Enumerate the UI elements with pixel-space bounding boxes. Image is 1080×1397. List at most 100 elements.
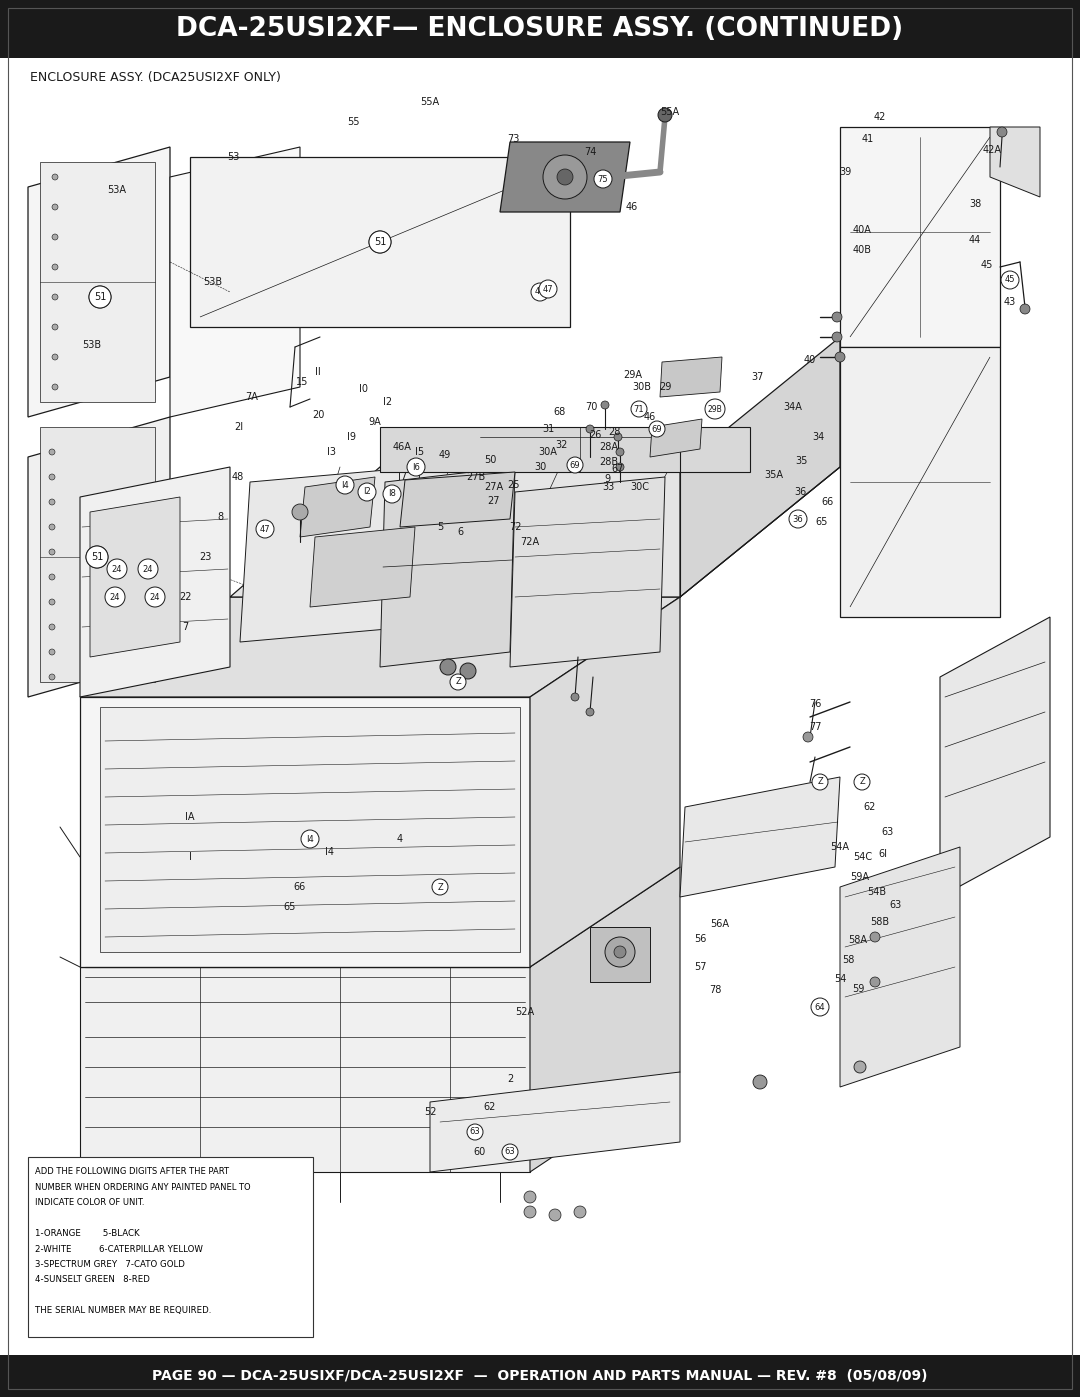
Circle shape bbox=[832, 332, 842, 342]
Circle shape bbox=[600, 401, 609, 409]
Text: 65: 65 bbox=[815, 517, 828, 527]
Circle shape bbox=[616, 462, 624, 471]
Text: I4: I4 bbox=[325, 847, 335, 856]
Text: 72A: 72A bbox=[521, 536, 540, 548]
Circle shape bbox=[89, 286, 111, 307]
Text: 35A: 35A bbox=[765, 469, 783, 481]
Text: 34A: 34A bbox=[784, 402, 802, 412]
Circle shape bbox=[571, 693, 579, 701]
Text: 64: 64 bbox=[814, 1003, 825, 1011]
Text: 48: 48 bbox=[232, 472, 244, 482]
Text: 28: 28 bbox=[608, 427, 620, 437]
Circle shape bbox=[52, 293, 58, 300]
Circle shape bbox=[467, 1125, 483, 1140]
Circle shape bbox=[336, 476, 354, 495]
Text: 52A: 52A bbox=[515, 1007, 535, 1017]
Circle shape bbox=[52, 353, 58, 360]
Polygon shape bbox=[530, 868, 680, 1172]
Text: 46: 46 bbox=[626, 203, 638, 212]
Circle shape bbox=[407, 458, 426, 476]
Text: 30: 30 bbox=[534, 462, 546, 472]
Text: 69: 69 bbox=[569, 461, 580, 469]
Circle shape bbox=[997, 127, 1007, 137]
Text: 46A: 46A bbox=[392, 441, 411, 453]
Text: 38: 38 bbox=[969, 198, 981, 210]
Circle shape bbox=[658, 108, 672, 122]
Circle shape bbox=[615, 433, 622, 441]
Text: I2: I2 bbox=[383, 397, 392, 407]
Circle shape bbox=[631, 401, 647, 416]
Circle shape bbox=[301, 830, 319, 848]
Text: 66: 66 bbox=[294, 882, 306, 893]
Polygon shape bbox=[840, 127, 1000, 346]
Text: 33: 33 bbox=[602, 482, 615, 492]
Circle shape bbox=[432, 879, 448, 895]
Text: I8: I8 bbox=[388, 489, 396, 499]
Polygon shape bbox=[80, 697, 530, 967]
Circle shape bbox=[49, 624, 55, 630]
Text: 43: 43 bbox=[1004, 298, 1016, 307]
Polygon shape bbox=[100, 707, 519, 951]
Polygon shape bbox=[230, 467, 840, 597]
Circle shape bbox=[804, 732, 813, 742]
Text: 47: 47 bbox=[535, 288, 545, 296]
Text: 55A: 55A bbox=[661, 108, 679, 117]
Text: 15: 15 bbox=[296, 377, 308, 387]
Text: 57: 57 bbox=[693, 963, 706, 972]
Text: I7: I7 bbox=[399, 472, 407, 482]
Text: 25: 25 bbox=[507, 481, 519, 490]
Text: 24: 24 bbox=[111, 564, 122, 574]
Polygon shape bbox=[660, 358, 723, 397]
Polygon shape bbox=[990, 127, 1040, 197]
Text: 45: 45 bbox=[1004, 275, 1015, 285]
Text: 28A: 28A bbox=[599, 441, 619, 453]
Text: 24: 24 bbox=[110, 592, 120, 602]
Text: 53: 53 bbox=[227, 152, 239, 162]
Text: 62: 62 bbox=[864, 802, 876, 812]
Circle shape bbox=[145, 587, 165, 608]
Text: 62: 62 bbox=[484, 1102, 496, 1112]
Polygon shape bbox=[310, 507, 400, 571]
Text: I: I bbox=[189, 852, 191, 862]
Text: 29A: 29A bbox=[623, 370, 643, 380]
Text: 49: 49 bbox=[438, 450, 451, 460]
Polygon shape bbox=[530, 597, 680, 967]
Polygon shape bbox=[190, 156, 570, 327]
Circle shape bbox=[49, 650, 55, 655]
Polygon shape bbox=[380, 467, 515, 666]
Text: 51: 51 bbox=[374, 237, 387, 247]
Circle shape bbox=[1001, 271, 1020, 289]
Text: 2I: 2I bbox=[234, 422, 244, 432]
Text: 56A: 56A bbox=[711, 919, 729, 929]
Text: 60: 60 bbox=[474, 1147, 486, 1157]
Circle shape bbox=[594, 170, 612, 189]
Text: 47: 47 bbox=[259, 524, 270, 534]
Text: 7: 7 bbox=[181, 622, 188, 631]
Circle shape bbox=[292, 504, 308, 520]
Text: ENCLOSURE ASSY. (DCA25USI2XF ONLY): ENCLOSURE ASSY. (DCA25USI2XF ONLY) bbox=[30, 71, 281, 84]
Text: I0: I0 bbox=[359, 384, 367, 394]
Text: 72: 72 bbox=[509, 522, 522, 532]
Polygon shape bbox=[650, 419, 702, 457]
Text: Z: Z bbox=[859, 778, 865, 787]
Polygon shape bbox=[240, 467, 420, 643]
Text: PAGE 90 — DCA-25USIXF/DCA-25USI2XF  —  OPERATION AND PARTS MANUAL — REV. #8  (05: PAGE 90 — DCA-25USIXF/DCA-25USI2XF — OPE… bbox=[152, 1369, 928, 1383]
Circle shape bbox=[383, 485, 401, 503]
Text: 3: 3 bbox=[307, 1166, 313, 1178]
Text: 63: 63 bbox=[504, 1147, 515, 1157]
Text: NUMBER WHEN ORDERING ANY PAINTED PANEL TO: NUMBER WHEN ORDERING ANY PAINTED PANEL T… bbox=[35, 1182, 251, 1192]
Text: 5: 5 bbox=[437, 522, 443, 532]
Polygon shape bbox=[590, 928, 650, 982]
Text: 63: 63 bbox=[470, 1127, 481, 1137]
Text: 30A: 30A bbox=[539, 447, 557, 457]
Circle shape bbox=[369, 231, 391, 253]
Circle shape bbox=[49, 599, 55, 605]
Text: 77: 77 bbox=[809, 722, 821, 732]
Polygon shape bbox=[310, 527, 415, 608]
Text: 52: 52 bbox=[423, 1106, 436, 1118]
Text: 78: 78 bbox=[708, 985, 721, 995]
Text: 9: 9 bbox=[604, 474, 610, 483]
Circle shape bbox=[86, 546, 108, 569]
Circle shape bbox=[557, 169, 573, 184]
Circle shape bbox=[835, 352, 845, 362]
